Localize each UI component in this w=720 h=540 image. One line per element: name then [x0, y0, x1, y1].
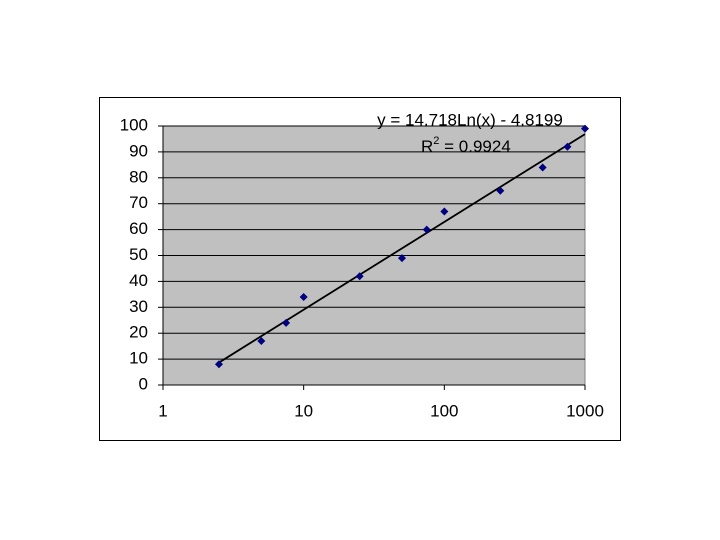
trendline-equation: y = 14.718Ln(x) - 4.8199	[377, 110, 563, 129]
data-point	[422, 225, 431, 234]
data-point	[440, 207, 449, 216]
y-tick-label: 20	[129, 323, 148, 342]
y-tick-label: 90	[129, 141, 148, 160]
y-tick-label: 50	[129, 245, 148, 264]
y-tick-label: 0	[139, 374, 148, 393]
data-point	[581, 124, 589, 133]
r-squared-base: R	[421, 137, 433, 156]
data-point	[257, 336, 266, 345]
data-point	[397, 254, 406, 263]
y-tick-label: 10	[129, 349, 148, 368]
data-point	[299, 292, 308, 301]
x-tick-label: 10	[294, 401, 313, 420]
data-point	[214, 360, 223, 369]
data-point	[282, 318, 291, 327]
data-point	[496, 186, 505, 195]
y-tick-label: 60	[129, 219, 148, 238]
x-tick-label: 100	[430, 401, 458, 420]
trendline	[218, 133, 586, 364]
y-tick-label: 30	[129, 297, 148, 316]
data-point	[563, 142, 572, 151]
r-squared-value: = 0.9924	[439, 137, 510, 156]
r-squared-sup: 2	[433, 135, 439, 147]
data-point	[538, 163, 547, 172]
y-tick-label: 40	[129, 271, 148, 290]
data-point	[355, 272, 364, 281]
y-tick-label: 70	[129, 193, 148, 212]
x-tick-label: 1000	[566, 401, 604, 420]
y-tick-label: 80	[129, 167, 148, 186]
y-tick-label: 100	[120, 115, 148, 134]
r-squared: R2 = 0.9924	[421, 135, 511, 157]
x-tick-label: 1	[158, 401, 167, 420]
